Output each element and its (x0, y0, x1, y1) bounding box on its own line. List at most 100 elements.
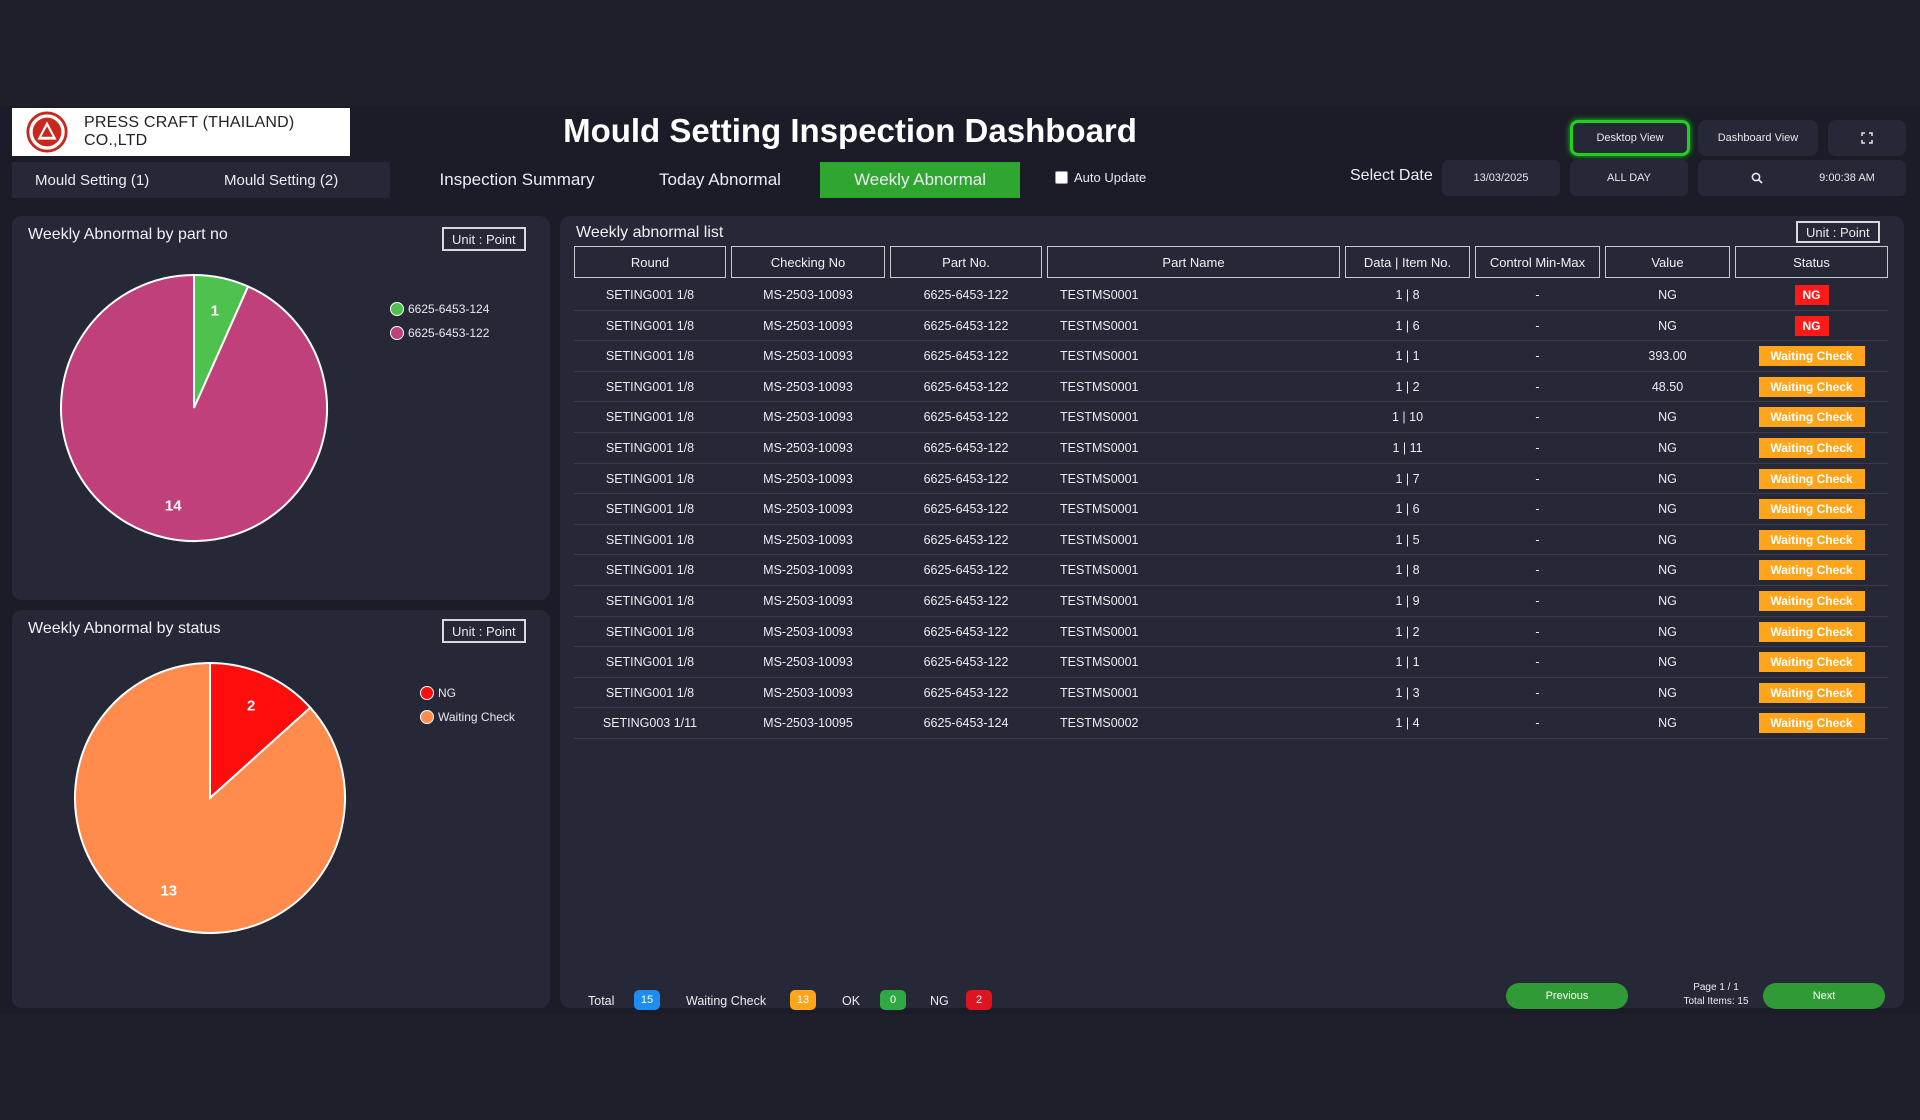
cell-part-no: 6625-6453-122 (923, 288, 1009, 302)
cell-part-name: TESTMS0001 (1060, 502, 1139, 517)
date-picker[interactable]: 13/03/2025 (1442, 160, 1560, 196)
legend-label-part-122: 6625-6453-122 (408, 326, 490, 340)
legend-part-124[interactable]: 6625-6453-124 (390, 302, 489, 316)
cell-checking: MS-2503-10093 (763, 379, 853, 394)
legend-status-waiting[interactable]: Waiting Check (420, 710, 515, 724)
cell-checking: MS-2503-10095 (763, 716, 853, 731)
cell-round: SETING001 1/8 (605, 379, 695, 394)
nav-mould-setting-1[interactable]: Mould Setting (1) (35, 171, 150, 189)
pie-slice-waiting-check[interactable] (74, 661, 346, 934)
table-row[interactable]: SETING001 1/8 MS-2503-10093 6625-6453-122 T… (574, 464, 1888, 495)
page-indicator: Page 1 / 1 (1693, 982, 1739, 993)
top-margin (0, 0, 1920, 106)
cell-value: 48.50 (1651, 379, 1684, 394)
cell-part-no: 6625-6453-122 (923, 410, 1009, 425)
cell-control: - (1535, 502, 1540, 517)
cell-value: NG (1658, 563, 1677, 578)
status-unit-label: Unit : Point (442, 619, 526, 643)
legend-part-122[interactable]: 6625-6453-122 (390, 326, 489, 340)
status-badge: Waiting Check (1758, 376, 1865, 397)
clock-display: 9:00:38 AM (1788, 160, 1906, 196)
cell-part-name: TESTMS0001 (1060, 349, 1139, 364)
cell-control: - (1535, 318, 1540, 333)
auto-update-toggle[interactable]: Auto Update (1055, 170, 1146, 185)
table-row[interactable]: SETING001 1/8 MS-2503-10093 6625-6453-122 T… (574, 555, 1888, 586)
cell-control: - (1535, 379, 1540, 394)
cell-value: NG (1658, 716, 1677, 731)
col-control-min-max[interactable]: Control Min-Max (1475, 246, 1600, 278)
table-row[interactable]: SETING001 1/8 MS-2503-10093 6625-6453-122 T… (574, 280, 1888, 311)
tab-today-abnormal[interactable]: Today Abnormal (659, 170, 781, 189)
table-row[interactable]: SETING001 1/8 MS-2503-10093 6625-6453-122 T… (574, 433, 1888, 464)
dashboard-view-button[interactable]: Dashboard View (1698, 120, 1818, 156)
cell-checking: MS-2503-10093 (763, 288, 853, 302)
table-row[interactable]: SETING001 1/8 MS-2503-10093 6625-6453-122 T… (574, 341, 1888, 372)
cell-value: 393.00 (1648, 349, 1687, 364)
status-badge: Waiting Check (1758, 652, 1865, 673)
page-title: Mould Setting Inspection Dashboard (563, 112, 1137, 149)
cell-status: Waiting Check (1735, 617, 1888, 647)
col-part-name[interactable]: Part Name (1047, 246, 1340, 278)
pie-slice-ng[interactable] (209, 661, 312, 801)
status-panel: Weekly Abnormal by status Unit : Point 2… (12, 610, 550, 1008)
legend-dot-part-124 (390, 302, 404, 316)
search-icon (1751, 172, 1763, 184)
previous-button[interactable]: Previous (1506, 983, 1628, 1009)
cell-checking: MS-2503-10093 (763, 655, 853, 670)
table-row[interactable]: SETING001 1/8 MS-2503-10093 6625-6453-122 T… (574, 372, 1888, 403)
cell-checking: MS-2503-10093 (763, 532, 853, 547)
col-round[interactable]: Round (574, 246, 726, 278)
fullscreen-button[interactable] (1828, 120, 1906, 156)
cell-status: Waiting Check (1735, 647, 1888, 677)
table-row[interactable]: SETING001 1/8 MS-2503-10093 6625-6453-122 T… (574, 678, 1888, 709)
table-row[interactable]: SETING001 1/8 MS-2503-10093 6625-6453-122 T… (574, 647, 1888, 678)
cell-round: SETING001 1/8 (605, 318, 695, 333)
cell-item: 1 | 1 (1395, 349, 1420, 364)
time-range-select[interactable]: ALL DAY (1570, 160, 1688, 196)
cell-value: NG (1658, 655, 1677, 670)
cell-round: SETING001 1/8 (605, 349, 695, 364)
summary-ng-label: NG (930, 994, 949, 1008)
table-row[interactable]: SETING001 1/8 MS-2503-10093 6625-6453-122 T… (574, 311, 1888, 342)
table-row[interactable]: SETING001 1/8 MS-2503-10093 6625-6453-122 T… (574, 494, 1888, 525)
cell-status: Waiting Check (1735, 372, 1888, 402)
tab-weekly-abnormal[interactable]: Weekly Abnormal (820, 162, 1020, 198)
cell-control: - (1535, 563, 1540, 578)
part-no-panel-title: Weekly Abnormal by part no (28, 226, 228, 243)
tab-inspection-summary[interactable]: Inspection Summary (439, 170, 595, 189)
nav-mould-setting-2[interactable]: Mould Setting (2) (224, 171, 339, 189)
cell-part-no: 6625-6453-122 (923, 655, 1009, 670)
status-panel-title: Weekly Abnormal by status (28, 620, 221, 637)
cell-status: Waiting Check (1735, 402, 1888, 432)
cell-value: NG (1658, 410, 1677, 425)
pie-label-part-124: 1 (211, 302, 219, 319)
pie-slice-part-122[interactable] (60, 273, 328, 542)
table-row[interactable]: SETING001 1/8 MS-2503-10093 6625-6453-122 T… (574, 617, 1888, 648)
col-value[interactable]: Value (1605, 246, 1730, 278)
table-row[interactable]: SETING001 1/8 MS-2503-10093 6625-6453-122 T… (574, 525, 1888, 556)
dashboard-app: PRESS CRAFT (THAILAND) CO.,LTD Mould Set… (0, 106, 1920, 1014)
auto-update-checkbox[interactable] (1055, 171, 1068, 184)
table-row[interactable]: SETING001 1/8 MS-2503-10093 6625-6453-122 T… (574, 402, 1888, 433)
cell-item: 1 | 10 (1391, 410, 1424, 425)
desktop-view-button[interactable]: Desktop View (1570, 120, 1690, 156)
cell-part-name: TESTMS0001 (1060, 685, 1139, 700)
cell-status: Waiting Check (1735, 525, 1888, 555)
col-data-item-no[interactable]: Data | Item No. (1345, 246, 1470, 278)
cell-item: 1 | 11 (1392, 441, 1423, 455)
total-items: Total Items: 15 (1683, 996, 1749, 1007)
table-row[interactable]: SETING003 1/11 MS-2503-10095 6625-6453-124… (574, 708, 1888, 739)
col-part-no[interactable]: Part No. (890, 246, 1042, 278)
pie-label-part-122: 14 (165, 498, 182, 515)
col-checking-no[interactable]: Checking No (731, 246, 885, 278)
legend-dot-ng (420, 686, 434, 700)
next-button[interactable]: Next (1763, 983, 1885, 1009)
list-unit-label: Unit : Point (1796, 221, 1880, 243)
table-row[interactable]: SETING001 1/8 MS-2503-10093 6625-6453-122 T… (574, 586, 1888, 617)
cell-item: 1 | 4 (1395, 716, 1420, 731)
cell-part-name: TESTMS0001 (1060, 655, 1139, 670)
cell-part-name: TESTMS0001 (1060, 288, 1139, 302)
legend-status-ng[interactable]: NG (420, 686, 456, 700)
mould-setting-nav: Mould Setting (1) Mould Setting (2) (12, 162, 390, 198)
col-status[interactable]: Status (1735, 246, 1888, 278)
